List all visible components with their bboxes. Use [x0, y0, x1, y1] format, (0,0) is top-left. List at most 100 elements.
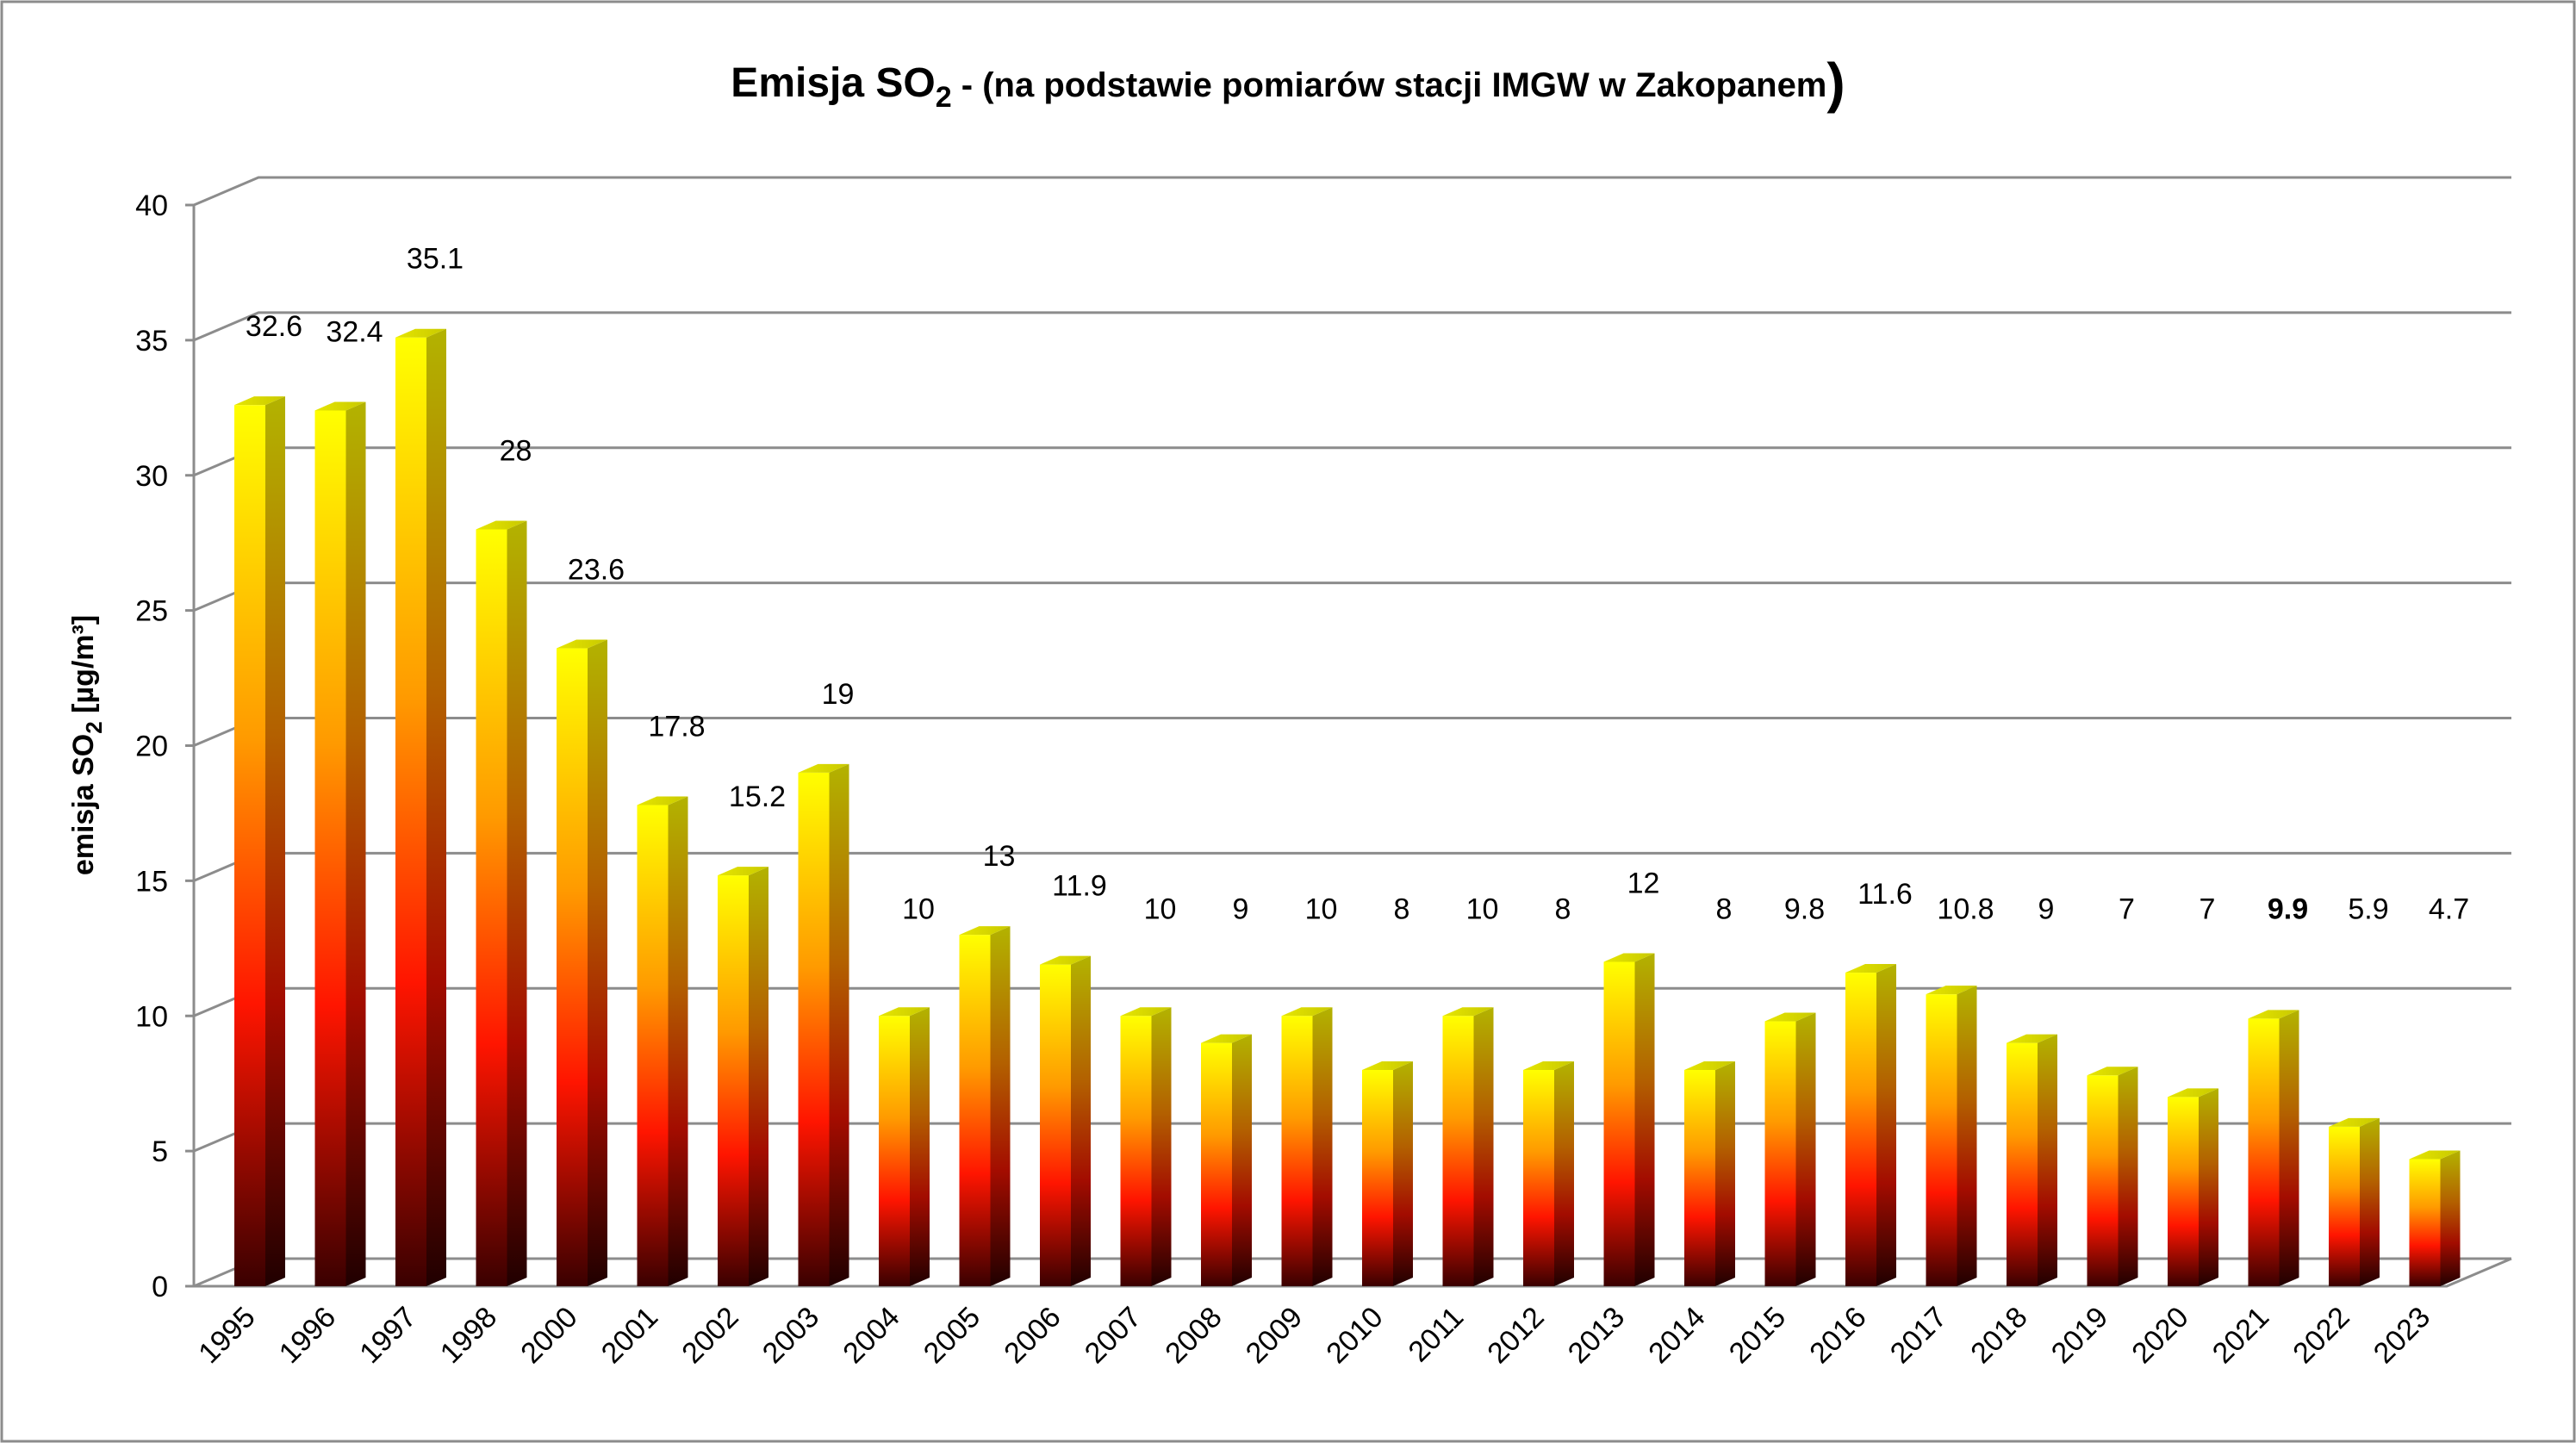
bar-side	[910, 1007, 930, 1286]
bar-front	[1523, 1070, 1554, 1286]
data-label: 13	[983, 840, 1016, 873]
bar-top	[2087, 1067, 2138, 1076]
bar-side	[1554, 1061, 1574, 1286]
bar-front	[1442, 1016, 1474, 1286]
bar-side	[668, 796, 688, 1286]
y-axis-label-subscript: 2	[81, 721, 107, 733]
data-label: 32.4	[326, 315, 383, 348]
bar-top	[2248, 1010, 2299, 1019]
chart-title-prefix: Emisja SO	[731, 60, 935, 106]
bar-top	[1120, 1007, 1172, 1017]
bar-2021	[2248, 1010, 2299, 1286]
data-label: 9	[1233, 893, 1249, 926]
bar-front	[1201, 1042, 1232, 1286]
data-label: 8	[1394, 893, 1410, 926]
bar-top	[1684, 1061, 1735, 1070]
bar-side	[2279, 1010, 2299, 1286]
bar-front	[798, 772, 830, 1286]
bar-top	[1040, 955, 1091, 965]
chart-title: Emisja SO2 - (na podstawie pomiarów stac…	[731, 52, 1845, 114]
bar-front	[2168, 1097, 2199, 1286]
bar-2007	[1120, 1007, 1172, 1286]
data-label: 28	[500, 435, 532, 468]
bar-top	[314, 401, 366, 411]
bar-side	[1151, 1007, 1172, 1286]
data-label: 35.1	[407, 243, 464, 276]
bar-top	[1201, 1034, 1252, 1043]
bar-2004	[879, 1007, 930, 1286]
bar-front	[476, 529, 507, 1286]
data-label: 7	[2200, 893, 2216, 926]
bar-top	[1362, 1061, 1413, 1070]
bar-2014	[1684, 1061, 1735, 1286]
data-label: 10	[1466, 893, 1499, 926]
bar-front	[1684, 1070, 1715, 1286]
bar-2018	[2007, 1034, 2057, 1286]
data-label: 11.6	[1857, 878, 1913, 911]
bar-front	[1281, 1016, 1313, 1286]
bar-side	[507, 520, 527, 1286]
y-tick-label: 25	[135, 595, 168, 628]
bar-2006	[1040, 955, 1091, 1286]
bar-side	[1473, 1007, 1494, 1286]
bar-side	[1957, 986, 1977, 1286]
data-label: 9.9	[2268, 893, 2308, 926]
bar-side	[1393, 1061, 1413, 1286]
bar-front	[1764, 1021, 1796, 1286]
data-label: 10	[1305, 893, 1338, 926]
bar-front	[1845, 973, 1876, 1286]
y-axis-label-prefix: emisja SO	[67, 734, 100, 875]
data-label: 12	[1627, 868, 1660, 900]
bar-2022	[2329, 1117, 2380, 1286]
y-tick-label: 5	[152, 1135, 168, 1168]
bar-side	[1715, 1061, 1735, 1286]
bar-2016	[1845, 964, 1896, 1286]
bar-2013	[1603, 953, 1655, 1286]
bar-1997	[395, 328, 446, 1286]
y-tick-label: 15	[135, 865, 168, 898]
bar-2009	[1281, 1007, 1333, 1286]
bar-2023	[2409, 1150, 2461, 1286]
y-axis-label: emisja SO2 [µg/m³]	[67, 615, 107, 875]
bar-side	[1071, 955, 1091, 1286]
bar-side	[829, 763, 849, 1286]
bar-front	[879, 1016, 910, 1286]
bar-top	[718, 867, 768, 876]
data-label: 15.2	[729, 781, 786, 813]
bar-2008	[1201, 1034, 1252, 1286]
bar-front	[718, 875, 749, 1286]
bar-2019	[2087, 1067, 2138, 1286]
chart-title-subscript: 2	[936, 81, 952, 114]
y-axis-label-suffix: [µg/m³]	[67, 615, 100, 721]
data-label: 11.9	[1052, 870, 1107, 903]
bar-top	[637, 796, 688, 805]
bar-side	[588, 639, 607, 1286]
bar-side	[1876, 964, 1896, 1286]
data-label: 8	[1555, 893, 1571, 926]
bar-side	[265, 396, 285, 1286]
data-label: 32.6	[246, 310, 302, 343]
y-tick-label: 10	[135, 1000, 168, 1033]
y-tick-label: 40	[135, 190, 168, 222]
bar-front	[1362, 1070, 1393, 1286]
bars	[234, 328, 2461, 1287]
y-tick-label: 35	[135, 325, 168, 358]
y-tick-labels: 0 5 10 15 20 25 30 35 40	[135, 190, 168, 1303]
bar-front	[1603, 961, 1635, 1286]
bar-side	[749, 867, 768, 1286]
data-label: 10	[902, 893, 935, 926]
bar-top	[2329, 1117, 2380, 1127]
bar-side	[2038, 1034, 2057, 1286]
bar-front	[2409, 1159, 2441, 1286]
bar-front	[2007, 1042, 2038, 1286]
bar-2011	[1442, 1007, 1494, 1286]
bar-side	[2118, 1067, 2138, 1286]
bar-front	[1120, 1016, 1152, 1286]
bar-front	[2087, 1075, 2119, 1286]
bar-2001	[637, 796, 688, 1286]
bar-front	[234, 405, 265, 1286]
bar-2012	[1523, 1061, 1574, 1286]
bar-1996	[314, 401, 366, 1287]
bar-top	[1603, 953, 1655, 962]
bar-side	[2440, 1150, 2461, 1286]
